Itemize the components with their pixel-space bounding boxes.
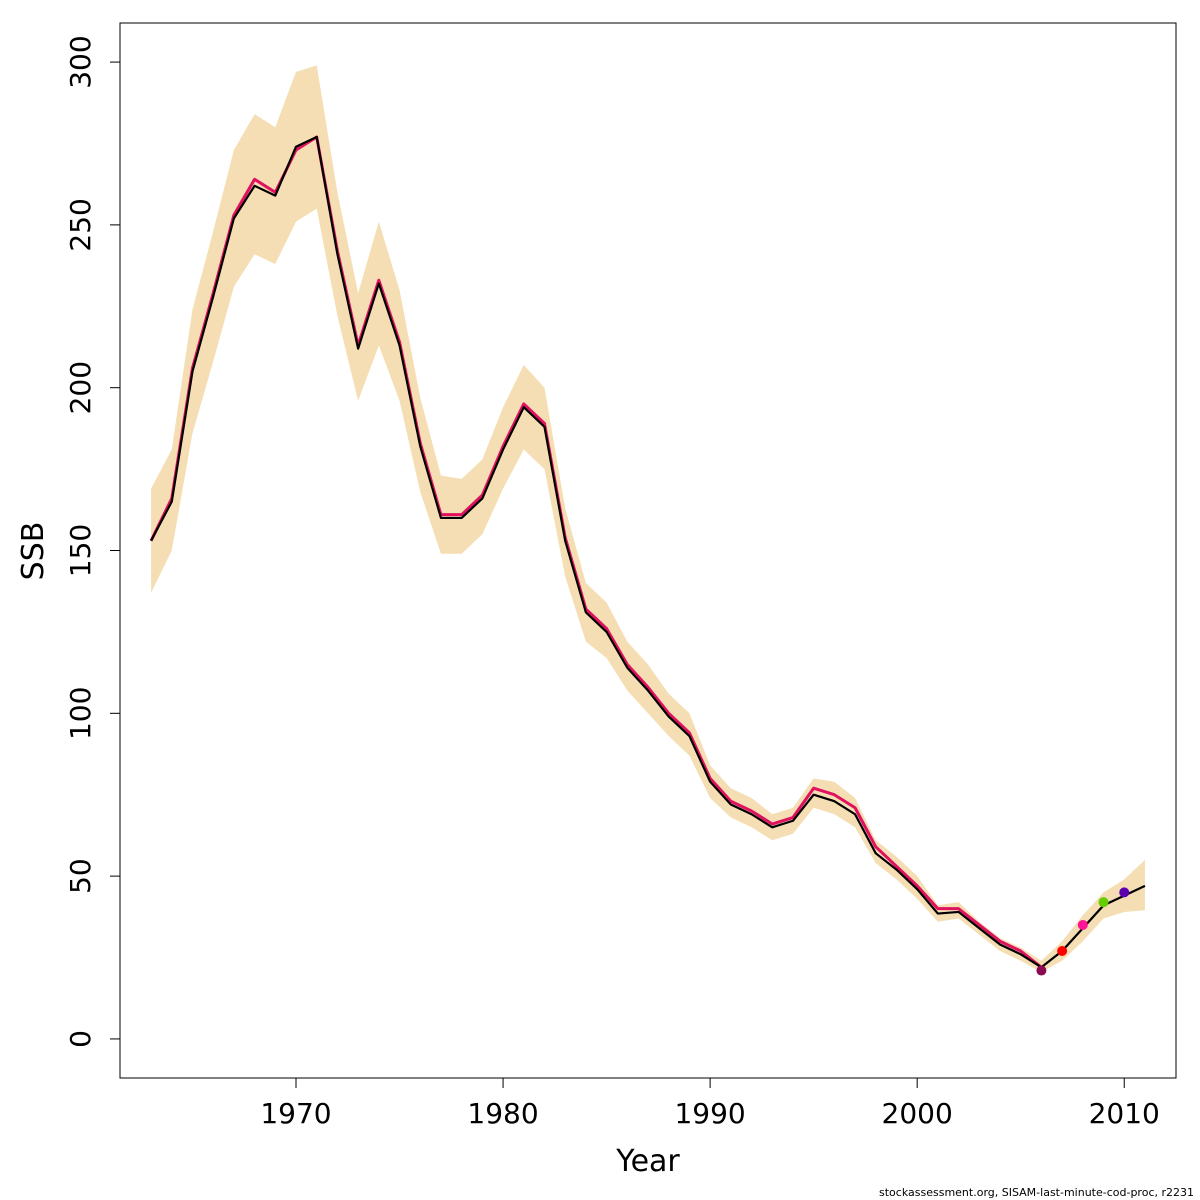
retro-point bbox=[1057, 946, 1068, 957]
x-tick-label: 1990 bbox=[674, 1097, 745, 1130]
series-line-layer bbox=[149, 135, 1146, 969]
retro-point bbox=[1119, 887, 1130, 898]
retro-point-layer bbox=[1036, 887, 1130, 976]
y-tick-label: 150 bbox=[64, 524, 97, 577]
x-axis-title: Year bbox=[615, 1144, 680, 1179]
x-tick-label: 2000 bbox=[882, 1097, 953, 1130]
retro-point bbox=[1077, 919, 1088, 930]
x-tick-label: 2010 bbox=[1089, 1097, 1160, 1130]
y-axis-title: SSB bbox=[16, 522, 51, 581]
ssb-series-line bbox=[150, 135, 1146, 969]
y-tick-label: 100 bbox=[64, 687, 97, 740]
confidence-band bbox=[151, 65, 1145, 973]
retro-series-line bbox=[149, 135, 1043, 969]
y-tick-label: 300 bbox=[64, 35, 97, 88]
credit-text: stockassessment.org, SISAM-last-minute-c… bbox=[879, 1186, 1194, 1199]
retro-point bbox=[1036, 965, 1047, 976]
x-tick-label: 1980 bbox=[467, 1097, 538, 1130]
y-tick-label: 200 bbox=[64, 361, 97, 414]
y-tick-label: 0 bbox=[64, 1030, 97, 1048]
y-tick-label: 50 bbox=[64, 858, 97, 894]
retro-point bbox=[1098, 897, 1109, 908]
y-axis: 0 50 100 150 200 250 300 bbox=[64, 35, 120, 1048]
y-tick-label: 250 bbox=[64, 198, 97, 251]
x-tick-label: 1970 bbox=[260, 1097, 331, 1130]
confidence-band-layer bbox=[151, 65, 1145, 973]
x-axis: 1970 1980 1990 2000 2010 bbox=[260, 1078, 1160, 1130]
